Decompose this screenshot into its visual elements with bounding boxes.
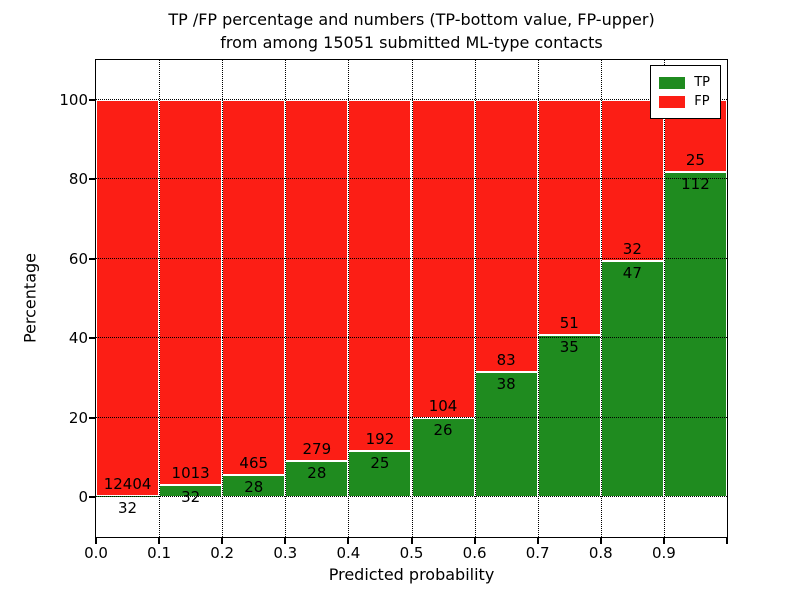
bar-fp-segment	[537, 99, 601, 336]
x-gridline	[663, 60, 665, 537]
bar-fp-segment	[159, 99, 223, 486]
tp-count-label: 38	[496, 375, 516, 394]
bar-tp-segment	[663, 172, 727, 498]
bar-tp-segment	[537, 335, 601, 498]
bar-tp-segment	[600, 260, 664, 498]
y-tick-label: 20	[68, 408, 88, 427]
tp-count-label: 32	[181, 488, 201, 507]
tp-count-label: 25	[370, 454, 390, 473]
fp-count-label: 25	[685, 151, 705, 170]
y-tick-mark	[89, 178, 96, 181]
x-tick-label: 0.2	[210, 544, 235, 562]
x-tick-mark	[662, 537, 665, 544]
x-tick-label: 0.3	[273, 544, 298, 562]
x-tick-mark	[473, 537, 476, 544]
bar-fp-segment	[222, 99, 286, 475]
x-tick-label: 0.7	[525, 544, 550, 562]
y-tick-label: 60	[68, 249, 88, 268]
x-tick-label: 0.1	[147, 544, 172, 562]
y-tick-label: 100	[59, 90, 88, 109]
tp-count-label: 28	[244, 477, 264, 496]
x-tick-mark	[599, 537, 602, 544]
legend-item: FP	[659, 93, 710, 110]
chart-title: TP /FP percentage and numbers (TP-bottom…	[96, 8, 727, 54]
x-tick-mark	[726, 537, 728, 544]
bars-layer	[96, 60, 727, 537]
chart-title-line2: from among 15051 submitted ML-type conta…	[220, 33, 603, 52]
x-gridline	[537, 60, 539, 537]
x-gridline	[222, 60, 224, 537]
x-tick-mark	[536, 537, 539, 544]
x-tick-mark	[95, 537, 97, 544]
fp-count-label: 192	[365, 430, 395, 449]
legend-swatch-tp	[659, 76, 686, 89]
x-axis-label: Predicted probability	[328, 565, 495, 584]
x-tick-label: 0.9	[651, 544, 676, 562]
plot-area: 12404 32 1013 32 465 28 279 28 192 25 104 26 83 38 51 3…	[95, 59, 728, 538]
x-tick-mark	[221, 537, 224, 544]
tp-count-label: 26	[433, 420, 453, 439]
fp-count-label: 51	[559, 314, 579, 333]
legend-item: TP	[659, 74, 710, 91]
y-tick-mark	[89, 257, 96, 260]
x-tick-mark	[347, 537, 350, 544]
tp-count-label: 47	[622, 263, 642, 282]
y-tick-label: 40	[68, 329, 88, 348]
bar-labels-layer: 12404 32 1013 32 465 28 279 28 192 25 104 26 83 38 51 3…	[96, 60, 727, 537]
fp-count-label: 1013	[171, 464, 210, 483]
y-tick-label: 80	[68, 170, 88, 189]
y-tick-mark	[89, 337, 96, 340]
y-tick-mark	[89, 416, 96, 419]
y-tick-mark	[89, 98, 96, 101]
x-tick-mark	[284, 537, 287, 544]
bar-fp-segment	[96, 99, 160, 497]
legend-label-tp: TP	[694, 75, 710, 90]
fp-count-label: 279	[302, 440, 332, 458]
x-gridline	[474, 60, 476, 537]
tp-count-label: 35	[559, 338, 579, 357]
tp-count-label: 28	[307, 463, 327, 482]
grid-layer	[96, 60, 727, 537]
fp-count-label: 83	[496, 351, 516, 370]
x-gridline	[600, 60, 602, 537]
tp-count-label: 32	[118, 499, 138, 518]
x-tick-mark	[158, 537, 161, 544]
tp-count-label: 112	[681, 175, 710, 194]
x-tick-label: 0.6	[462, 544, 487, 562]
legend-label-fp: FP	[694, 94, 710, 109]
fp-count-label: 12404	[103, 475, 152, 494]
x-gridline	[159, 60, 161, 537]
chart-title-line1: TP /FP percentage and numbers (TP-bottom…	[168, 10, 655, 29]
x-gridline	[348, 60, 350, 537]
bar-tp-segment	[348, 451, 412, 498]
bar-tp-segment	[474, 372, 538, 498]
fp-count-label: 32	[622, 239, 642, 258]
x-tick-label: 0.8	[588, 544, 613, 562]
x-gridline	[411, 60, 413, 537]
y-tick-label: 0	[78, 488, 88, 507]
x-tick-mark	[410, 537, 413, 544]
fp-count-label: 104	[428, 396, 458, 415]
bar-fp-segment	[285, 99, 349, 461]
x-tick-label: 0.0	[84, 544, 108, 562]
x-gridline	[285, 60, 287, 537]
legend-swatch-fp	[659, 95, 686, 108]
x-tick-label: 0.4	[336, 544, 361, 562]
y-tick-mark	[89, 496, 96, 499]
x-tick-label: 0.5	[399, 544, 424, 562]
legend: TP FP	[650, 65, 721, 119]
fp-count-label: 465	[239, 453, 269, 472]
